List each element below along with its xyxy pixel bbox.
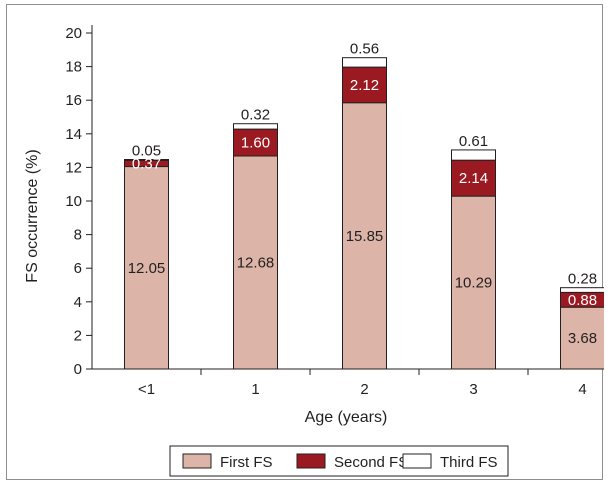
x-tick-label: 1: [251, 381, 259, 398]
bar-segment-third-fs: [124, 159, 169, 161]
data-label: 0.37: [132, 155, 161, 172]
legend-label: First FS: [220, 454, 273, 471]
x-axis-title: Age (years): [305, 409, 388, 426]
legend-swatch-second-fs: [296, 453, 326, 469]
y-tick-label: 8: [74, 227, 82, 244]
bar-segment-third-fs: [451, 149, 496, 161]
x-tick-label: 3: [469, 381, 477, 398]
y-axis-title: FS occurrence (%): [24, 149, 41, 282]
data-label: 12.05: [128, 260, 166, 277]
y-tick-label: 16: [65, 92, 82, 109]
y-tick-label: 10: [65, 193, 82, 210]
y-tick-label: 18: [65, 59, 82, 76]
y-tick-label: 0: [74, 361, 82, 378]
data-label: 2.12: [350, 77, 379, 94]
legend-label: Third FS: [440, 454, 498, 471]
y-tick-label: 12: [65, 159, 82, 176]
chart-frame: 0 2 4 6 8 10 12 14 16 18 20 <1 12.05 0.37 0.05 1 12.68 1.…: [6, 4, 604, 480]
x-tick-label: <1: [138, 381, 155, 398]
data-label: 0.28: [568, 271, 597, 288]
data-label: 10.29: [455, 275, 493, 292]
x-tick-label: 2: [360, 381, 368, 398]
data-label: 0.32: [241, 107, 270, 124]
bar-segment-third-fs: [342, 57, 387, 68]
y-tick-label: 20: [65, 25, 82, 42]
bar-segment-third-fs: [560, 287, 604, 293]
data-label: 1.60: [241, 135, 270, 152]
data-label: 12.68: [237, 254, 275, 271]
y-tick-label: 6: [74, 260, 82, 277]
y-tick-label: 14: [65, 126, 82, 143]
bar-segment-second-fs: [233, 128, 278, 157]
plot-area: 0 2 4 6 8 10 12 14 16 18 20 <1 12.05 0.370.05 1 12.68 1.…: [65, 25, 604, 398]
legend-swatch-third-fs: [402, 453, 432, 469]
legend: First FS Second FS Third FS: [169, 445, 509, 477]
data-label: 0.05: [132, 143, 161, 160]
data-label: 15.85: [346, 228, 384, 245]
data-label: 0.88: [568, 292, 597, 309]
bar-segment-first-fs: [233, 155, 278, 370]
stacked-bar-chart: 0 2 4 6 8 10 12 14 16 18 20 <1 12.05 0.370.05 1 12.68 1.…: [24, 25, 604, 477]
legend-label: Second FS: [334, 454, 408, 471]
bar-segment-second-fs: [451, 159, 496, 197]
data-label: 3.68: [568, 330, 597, 347]
bar-segment-third-fs: [233, 123, 278, 130]
data-label: 0.61: [459, 133, 488, 150]
bar-segment-first-fs: [124, 166, 169, 370]
legend-swatch-first-fs: [182, 453, 212, 469]
y-tick-label: 4: [74, 294, 82, 311]
bar-segment-second-fs: [342, 66, 387, 104]
legend-box: [169, 445, 509, 477]
bar-segment-first-fs: [560, 306, 604, 370]
x-tick-label: 4: [578, 381, 586, 398]
y-tick-label: 2: [74, 327, 82, 344]
bar-segment-first-fs: [451, 195, 496, 370]
data-label: 2.14: [459, 170, 488, 187]
data-label: 0.56: [350, 41, 379, 58]
